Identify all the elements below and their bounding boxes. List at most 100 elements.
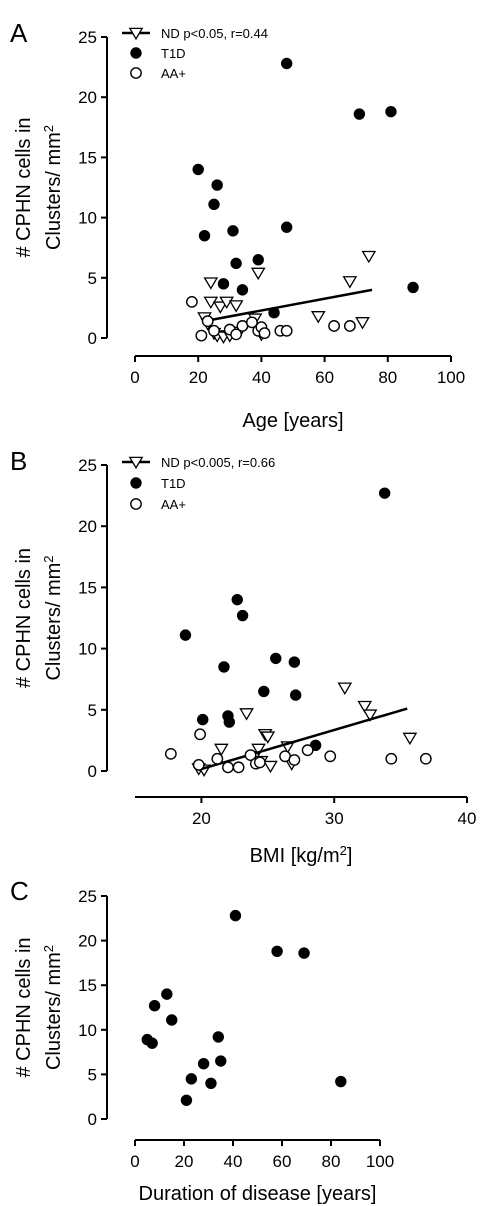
panel-b-letter: B (10, 446, 27, 476)
data-point (419, 752, 432, 765)
panel-a-y-title-line2: Clusters/ mm2 (41, 125, 66, 250)
data-point (289, 689, 302, 701)
data-point (164, 747, 177, 760)
panel-b-y-title-line1: # CPHN cells in (13, 548, 35, 688)
data-point (203, 277, 219, 290)
data-point (239, 708, 254, 721)
data-point (337, 682, 353, 695)
data-point (298, 947, 310, 959)
data-point (208, 324, 220, 337)
data-point (192, 758, 205, 771)
x-tick-label: 100 (366, 1152, 394, 1171)
data-point (232, 761, 245, 774)
y-tick-label: 25 (78, 28, 97, 47)
data-point (146, 1037, 158, 1049)
y-tick-label: 5 (88, 269, 97, 288)
y-tick-label: 25 (78, 456, 97, 475)
y-tick-label: 20 (78, 88, 97, 107)
legend-item: T1D (130, 46, 186, 61)
data-point (244, 749, 257, 761)
data-point (218, 661, 230, 673)
data-point (227, 225, 239, 237)
data-point (385, 105, 397, 118)
x-tick-label: 20 (175, 1152, 194, 1171)
y-tick-label: 10 (78, 640, 97, 659)
data-point (198, 229, 211, 242)
panel-b: B 0 5 10 15 20 25 20 30 40 # CPHN cells in Clusters… (10, 446, 476, 867)
x-tick-label: 20 (189, 368, 208, 387)
data-point (205, 1077, 217, 1090)
x-tick-label: 100 (437, 368, 465, 387)
panel-c-y-axis: 0 5 10 15 20 25 (78, 887, 108, 1129)
data-point (208, 198, 220, 211)
data-point (263, 760, 278, 774)
data-point (385, 752, 398, 765)
panel-c-series-0 (141, 909, 347, 1106)
data-point (251, 743, 266, 757)
data-point (222, 761, 234, 774)
y-tick-label: 15 (78, 148, 97, 167)
legend-label: T1D (161, 476, 186, 491)
legend-marker (130, 498, 142, 510)
data-point (166, 1014, 178, 1026)
data-point (402, 732, 418, 746)
panel-b-series-2 (164, 728, 432, 774)
data-point (252, 254, 264, 266)
data-point (280, 324, 293, 337)
x-tick-label: 0 (130, 1152, 139, 1171)
panel-b-legend: ND p<0.005, r=0.66 T1D AA+ (122, 455, 275, 512)
panel-a-x-title: Age [years] (242, 410, 343, 432)
panel-b-y-title-line2: Clusters/ mm2 (41, 555, 66, 680)
regression-line (198, 707, 408, 771)
x-tick-label: 40 (458, 809, 477, 828)
x-tick-label: 40 (224, 1152, 243, 1171)
data-point (211, 179, 223, 191)
data-point (223, 716, 235, 728)
data-point (246, 316, 258, 329)
data-point (301, 744, 314, 757)
panel-a-series-1 (192, 57, 419, 319)
x-tick-label: 40 (252, 368, 271, 387)
data-point (228, 300, 244, 313)
panel-c-letter: C (10, 876, 29, 906)
data-point (236, 284, 249, 296)
data-point (230, 328, 243, 341)
panel-a-letter: A (10, 18, 28, 48)
y-tick-label: 5 (88, 1065, 97, 1084)
data-point (179, 629, 192, 641)
data-point (180, 1094, 193, 1106)
data-point (280, 221, 293, 233)
panel-a-y-title-line1: # CPHN cells in (13, 117, 35, 257)
y-tick-label: 25 (78, 887, 97, 906)
legend-item: ND p<0.005, r=0.66 (122, 455, 275, 470)
legend-item: ND p<0.05, r=0.44 (122, 26, 268, 41)
y-tick-label: 0 (88, 329, 97, 348)
legend-label: AA+ (161, 66, 186, 81)
x-tick-label: 30 (325, 809, 344, 828)
data-point (185, 295, 198, 308)
panel-c-x-axis: 0 20 40 60 80 100 (130, 1139, 394, 1171)
panel-b-series-0 (191, 682, 418, 777)
panel-a-y-axis: 0 5 10 15 20 25 (78, 28, 108, 348)
x-tick-label: 80 (378, 368, 397, 387)
data-point (250, 267, 266, 281)
data-point (192, 163, 204, 176)
data-point (148, 1000, 161, 1012)
data-point (215, 1055, 227, 1067)
y-tick-label: 10 (78, 209, 97, 228)
data-point (231, 593, 243, 606)
legend-item: AA+ (130, 497, 186, 512)
legend-item: T1D (130, 476, 186, 491)
data-point (211, 752, 224, 765)
y-tick-label: 10 (78, 1021, 97, 1040)
data-point (229, 909, 242, 922)
data-point (217, 278, 230, 290)
y-tick-label: 20 (78, 517, 97, 536)
legend-label: AA+ (161, 497, 186, 512)
data-point (197, 1057, 210, 1070)
y-tick-label: 0 (88, 762, 97, 781)
panel-b-series-1 (179, 487, 391, 751)
data-point (197, 713, 209, 726)
data-point (212, 301, 228, 314)
x-tick-label: 80 (322, 1152, 341, 1171)
